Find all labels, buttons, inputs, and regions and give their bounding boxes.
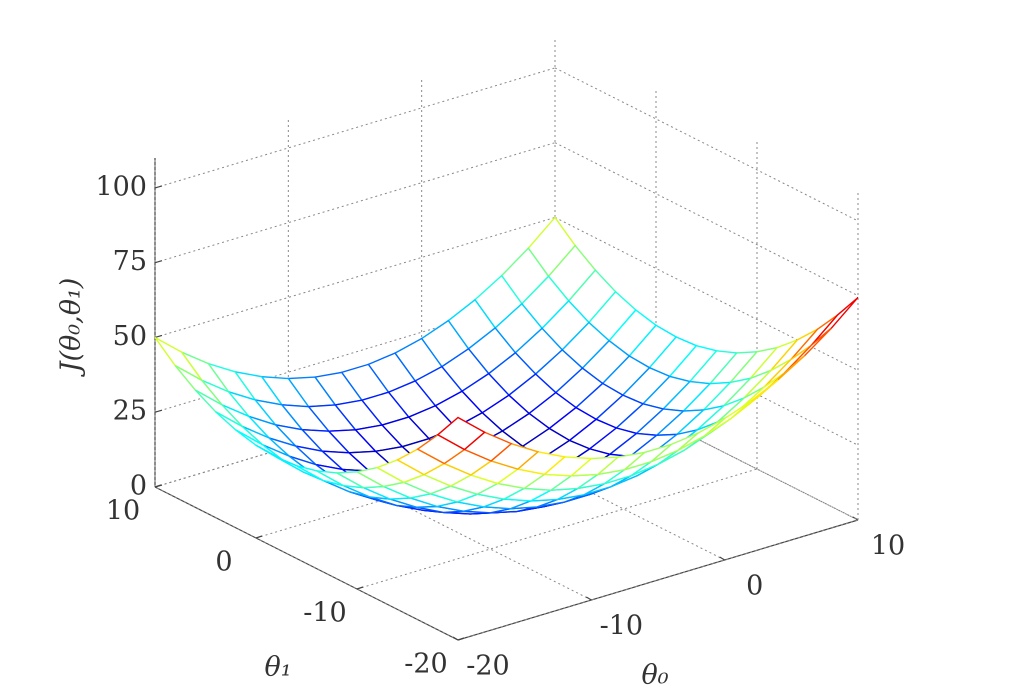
tick-mark [154,185,163,189]
y-tick-label: -10 [303,598,346,629]
x-tick-label: -10 [600,611,643,642]
y-tick-label: 10 [106,496,140,527]
grid-line [554,217,859,371]
tick-mark [255,535,263,539]
z-tick-label: 50 [113,321,147,352]
tick-mark [452,636,459,641]
y-tick-label: 0 [215,547,232,578]
x-axis-label: θ₀ [641,660,668,691]
tick-mark [719,556,725,561]
grid-line [288,446,592,601]
axis-line [457,519,859,641]
tick-mark [154,409,163,413]
tick-mark [586,596,592,601]
x-tick-label: 0 [746,571,763,602]
grid-line [154,486,459,641]
z-tick-label: 0 [130,471,147,502]
y-axis-label: θ₁ [264,652,291,683]
z-tick-label: 75 [113,246,147,277]
grid-line [554,142,859,297]
y-tick-label: -20 [404,649,447,680]
tick-mark [154,334,163,339]
tick-mark [154,484,163,488]
x-tick-label: -20 [466,651,509,682]
x-tick-label: 10 [871,531,905,562]
tick-mark [457,637,465,641]
grid-line [554,67,859,222]
z-tick-label: 100 [95,171,147,202]
surface-face [436,416,486,451]
tick-mark [154,260,163,264]
z-axis-label: J(θ₀,θ₁) [56,278,87,378]
grid-line [421,406,725,561]
grid-line [554,366,859,521]
tick-mark [356,586,364,590]
z-tick-label: 25 [113,396,147,427]
